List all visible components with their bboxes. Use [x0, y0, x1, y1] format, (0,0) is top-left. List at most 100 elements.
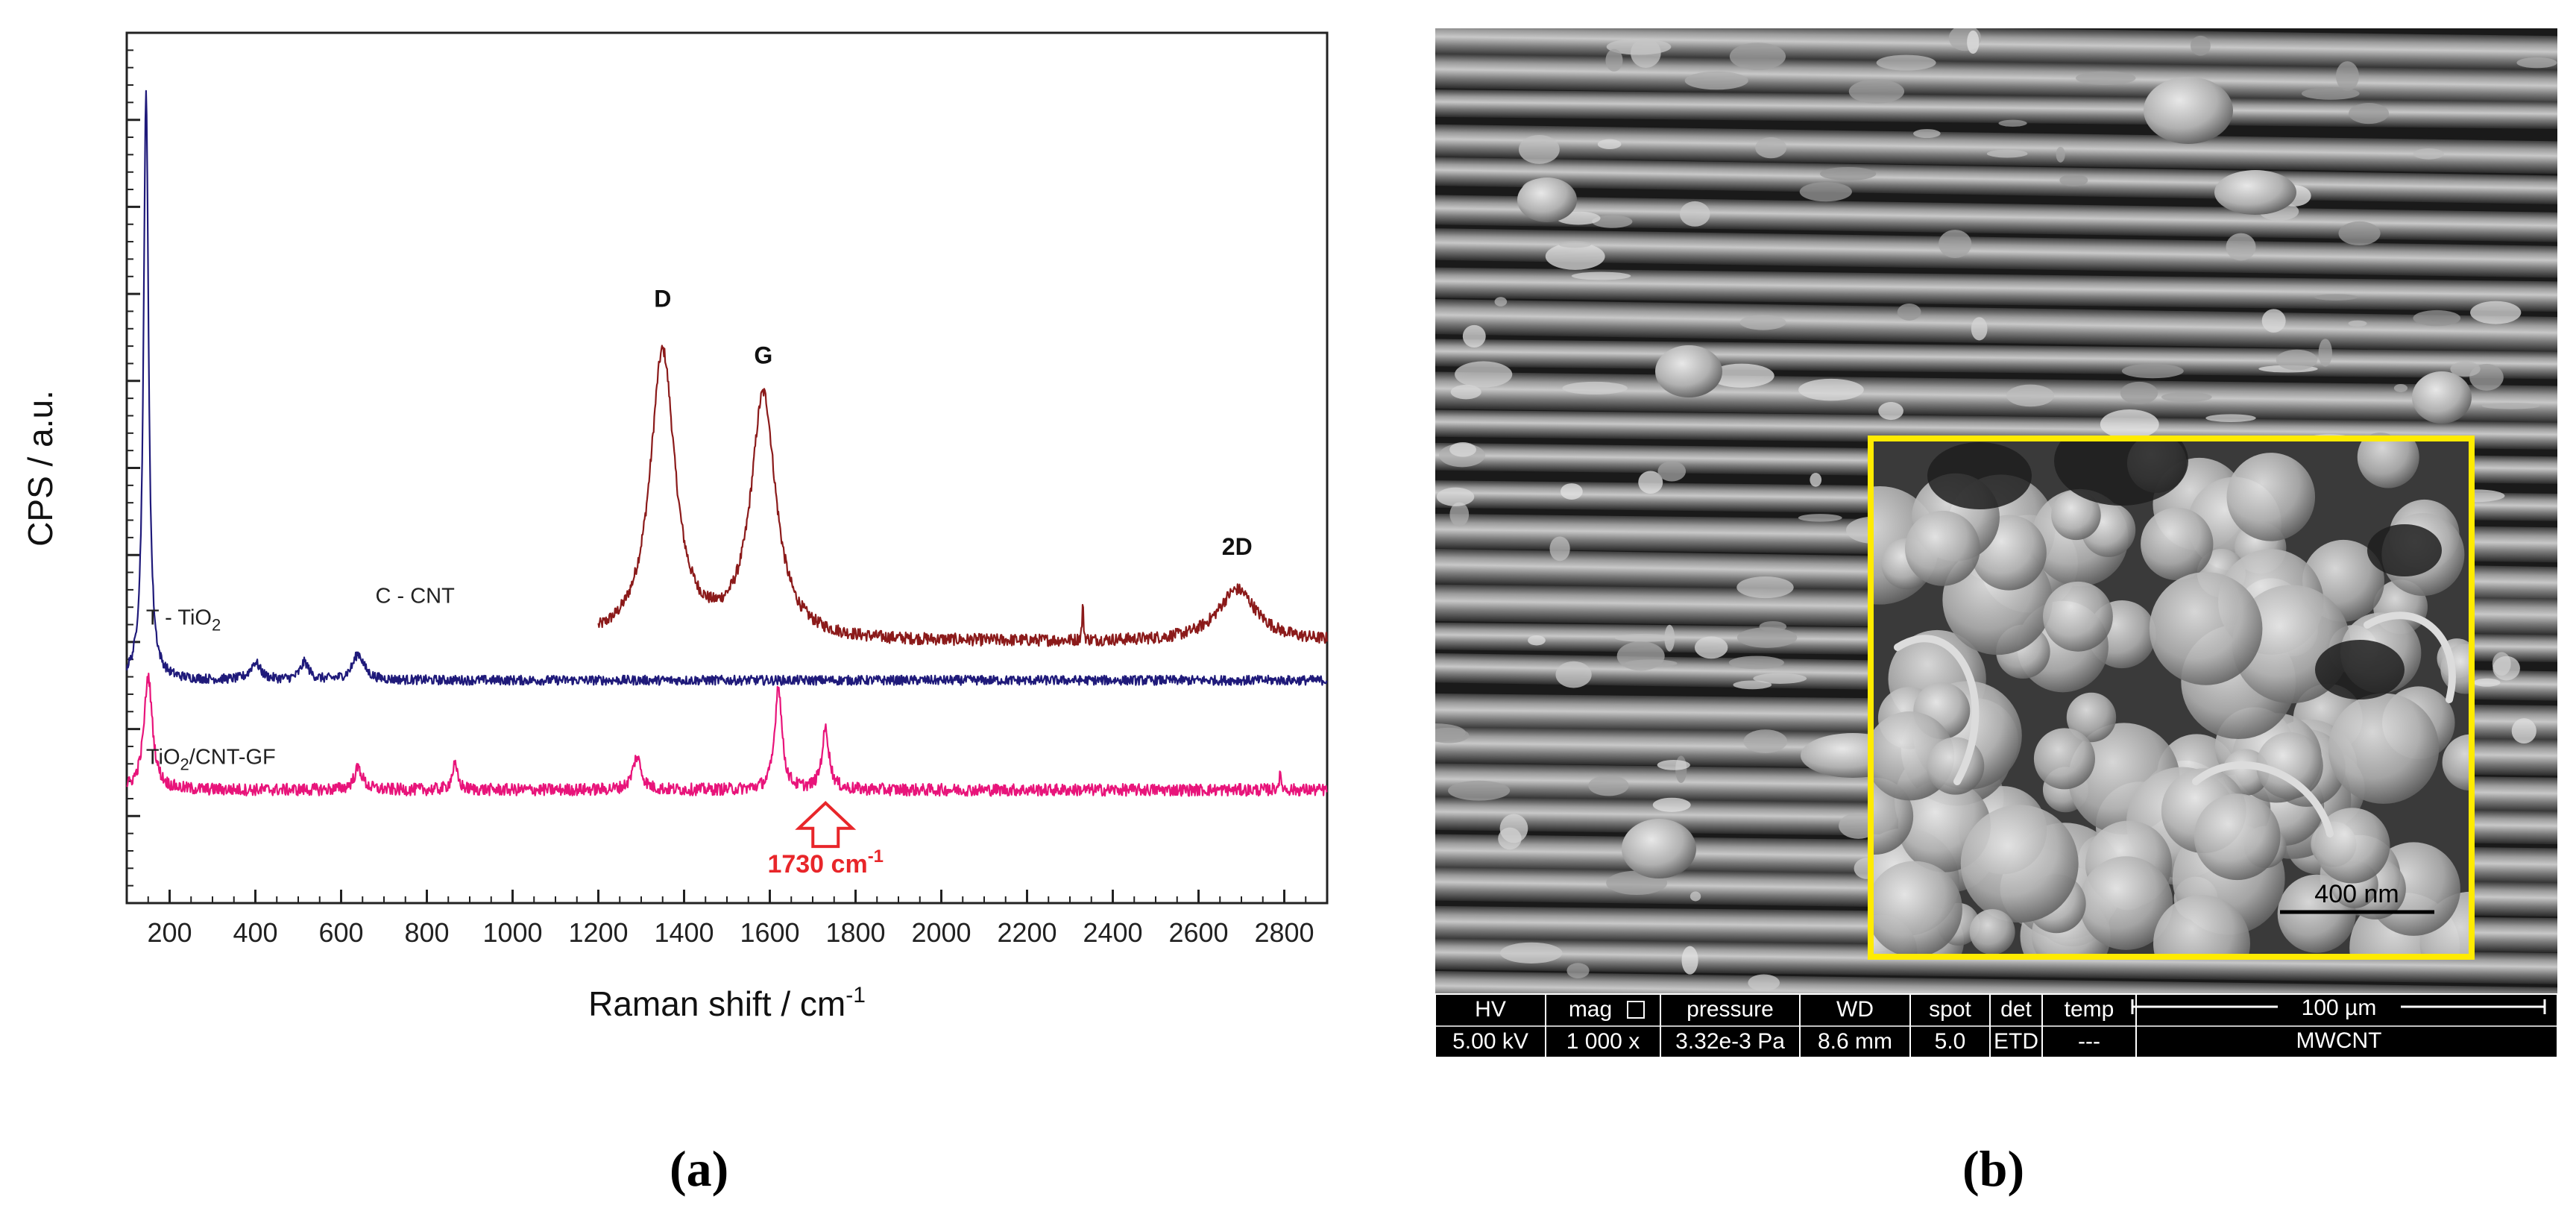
deposit-particle: [1798, 378, 1864, 401]
nanotube-strand: [2364, 612, 2456, 703]
nanotube-strand: [2192, 761, 2334, 837]
x-tick-label: 600: [318, 917, 363, 948]
deposit-particle: [1998, 119, 2027, 127]
deposit-particle: [2100, 409, 2159, 439]
deposit-particle: [1684, 71, 1748, 90]
x-tick-label: 1400: [654, 917, 714, 948]
nano-grain: [2442, 734, 2472, 791]
nanotube-strand: [1894, 635, 1980, 785]
info-value-0: 5.00 kV: [1452, 1029, 1528, 1054]
nano-pore: [2054, 438, 2188, 506]
deposit-particle: [1448, 780, 1511, 801]
info-header-0: HV: [1475, 997, 1506, 1022]
deposit-particle: [1545, 242, 1605, 270]
deposit-particle: [2006, 384, 2055, 407]
deposit-particle: [1967, 30, 1980, 54]
inset-scale-label: 400 nm: [2314, 880, 2399, 908]
x-tick-label: 2000: [911, 917, 971, 948]
annotation-label-sup: -1: [868, 846, 884, 867]
deposit-particle: [1616, 641, 1665, 671]
deposit-particle: [2470, 301, 2522, 324]
peak-label-d: D: [654, 286, 671, 312]
sem-image: 400 nm HV 5.00 kV mag 1 000 x pressure 3.32e-…: [1435, 28, 2557, 1057]
deposit-particle: [2161, 392, 2212, 403]
fiber-rod: [1435, 970, 2557, 994]
nano-grain: [2419, 891, 2472, 957]
nano-grain: [2314, 808, 2390, 884]
fiber-rod: [1435, 124, 2557, 175]
deposit-particle: [2059, 174, 2088, 186]
x-tick-label: 200: [147, 917, 192, 948]
deposit-particle: [2450, 361, 2481, 377]
deposit-particle: [1810, 473, 1822, 487]
spectra-series: [125, 89, 1328, 797]
deposit-particle: [1986, 149, 2028, 158]
info-header-1: mag: [1569, 997, 1612, 1022]
x-tick-label: 1800: [825, 917, 885, 948]
peak-label-2d: 2D: [1222, 533, 1253, 560]
x-axis-title-sup: -1: [845, 983, 866, 1007]
deposit-particle: [1652, 797, 1691, 812]
deposit-particle: [1435, 727, 1470, 743]
series-line-0: [597, 345, 1328, 647]
series-label-gf-main: TiO: [146, 745, 180, 769]
x-tick-label: 800: [404, 917, 449, 948]
deposit-chunk: [1655, 345, 1722, 397]
deposit-particle: [1848, 79, 1905, 104]
series-line-1: [125, 89, 1328, 686]
deposit-particle: [1455, 361, 1513, 388]
deposit-particle: [1614, 634, 1674, 642]
fiber-rod: [1435, 53, 2557, 106]
deposit-particle: [1605, 48, 1623, 72]
deposit-chunk: [2214, 170, 2296, 215]
annotation-label: 1730 cm-1: [767, 846, 884, 878]
deposit-particle: [2261, 309, 2286, 333]
deposit-particle: [1694, 636, 1728, 659]
deposit-particle: [1971, 317, 1988, 341]
deposit-particle: [2190, 35, 2211, 56]
deposit-particle: [1733, 680, 1772, 690]
nano-grain: [2328, 693, 2440, 804]
deposit-particle: [1736, 576, 1794, 599]
info-value-4: 5.0: [1935, 1029, 1966, 1054]
deposit-particle: [1499, 942, 1563, 963]
deposit-particle: [1897, 303, 1921, 321]
deposit-particle: [1436, 487, 1475, 506]
peak-label-g: G: [754, 342, 772, 368]
nano-pore: [2367, 524, 2442, 576]
deposit-particle: [2301, 87, 2360, 100]
deposit-particle: [2056, 146, 2065, 163]
nano-grain: [2256, 732, 2323, 799]
info-header-3: WD: [1836, 997, 1874, 1022]
x-tick-label: 2400: [1083, 917, 1142, 948]
deposit-particle: [1592, 215, 1633, 228]
info-cells: HV 5.00 kV mag 1 000 x pressure 3.32e-3 Pa WD 8…: [1435, 993, 2557, 1057]
nano-grain: [2357, 438, 2419, 488]
deposit-particle: [1743, 729, 1788, 753]
nano-pore: [2315, 640, 2405, 699]
nano-grain: [1960, 805, 2079, 923]
info-value-3: 8.6 mm: [1818, 1029, 1892, 1054]
x-tick-label: 400: [233, 917, 277, 948]
deposit-particle: [1561, 483, 1583, 500]
deposit-particle: [1681, 946, 1698, 975]
x-axis-title: Raman shift / cm-1: [588, 983, 866, 1023]
info-value-1: 1 000 x: [1566, 1029, 1640, 1054]
x-tick-label: 2800: [1254, 917, 1314, 948]
panel-label-a: (a): [670, 1140, 729, 1197]
nano-grain: [2153, 895, 2250, 957]
deposit-particle: [2276, 349, 2318, 371]
deposit-particle: [2338, 221, 2381, 246]
x-tick-label: 1200: [568, 917, 628, 948]
deposit-chunk: [1517, 177, 1577, 222]
deposit-particle: [2121, 363, 2184, 379]
nano-grain: [2066, 692, 2117, 743]
deposit-particle: [1449, 502, 1470, 526]
x-tick-label: 2600: [1168, 917, 1228, 948]
deposit-particle: [2473, 678, 2501, 687]
deposit-particle: [2318, 339, 2332, 367]
deposit-particle: [1462, 324, 1486, 348]
deposit-particle: [1657, 760, 1690, 770]
fiber-rod: [1435, 298, 2557, 353]
